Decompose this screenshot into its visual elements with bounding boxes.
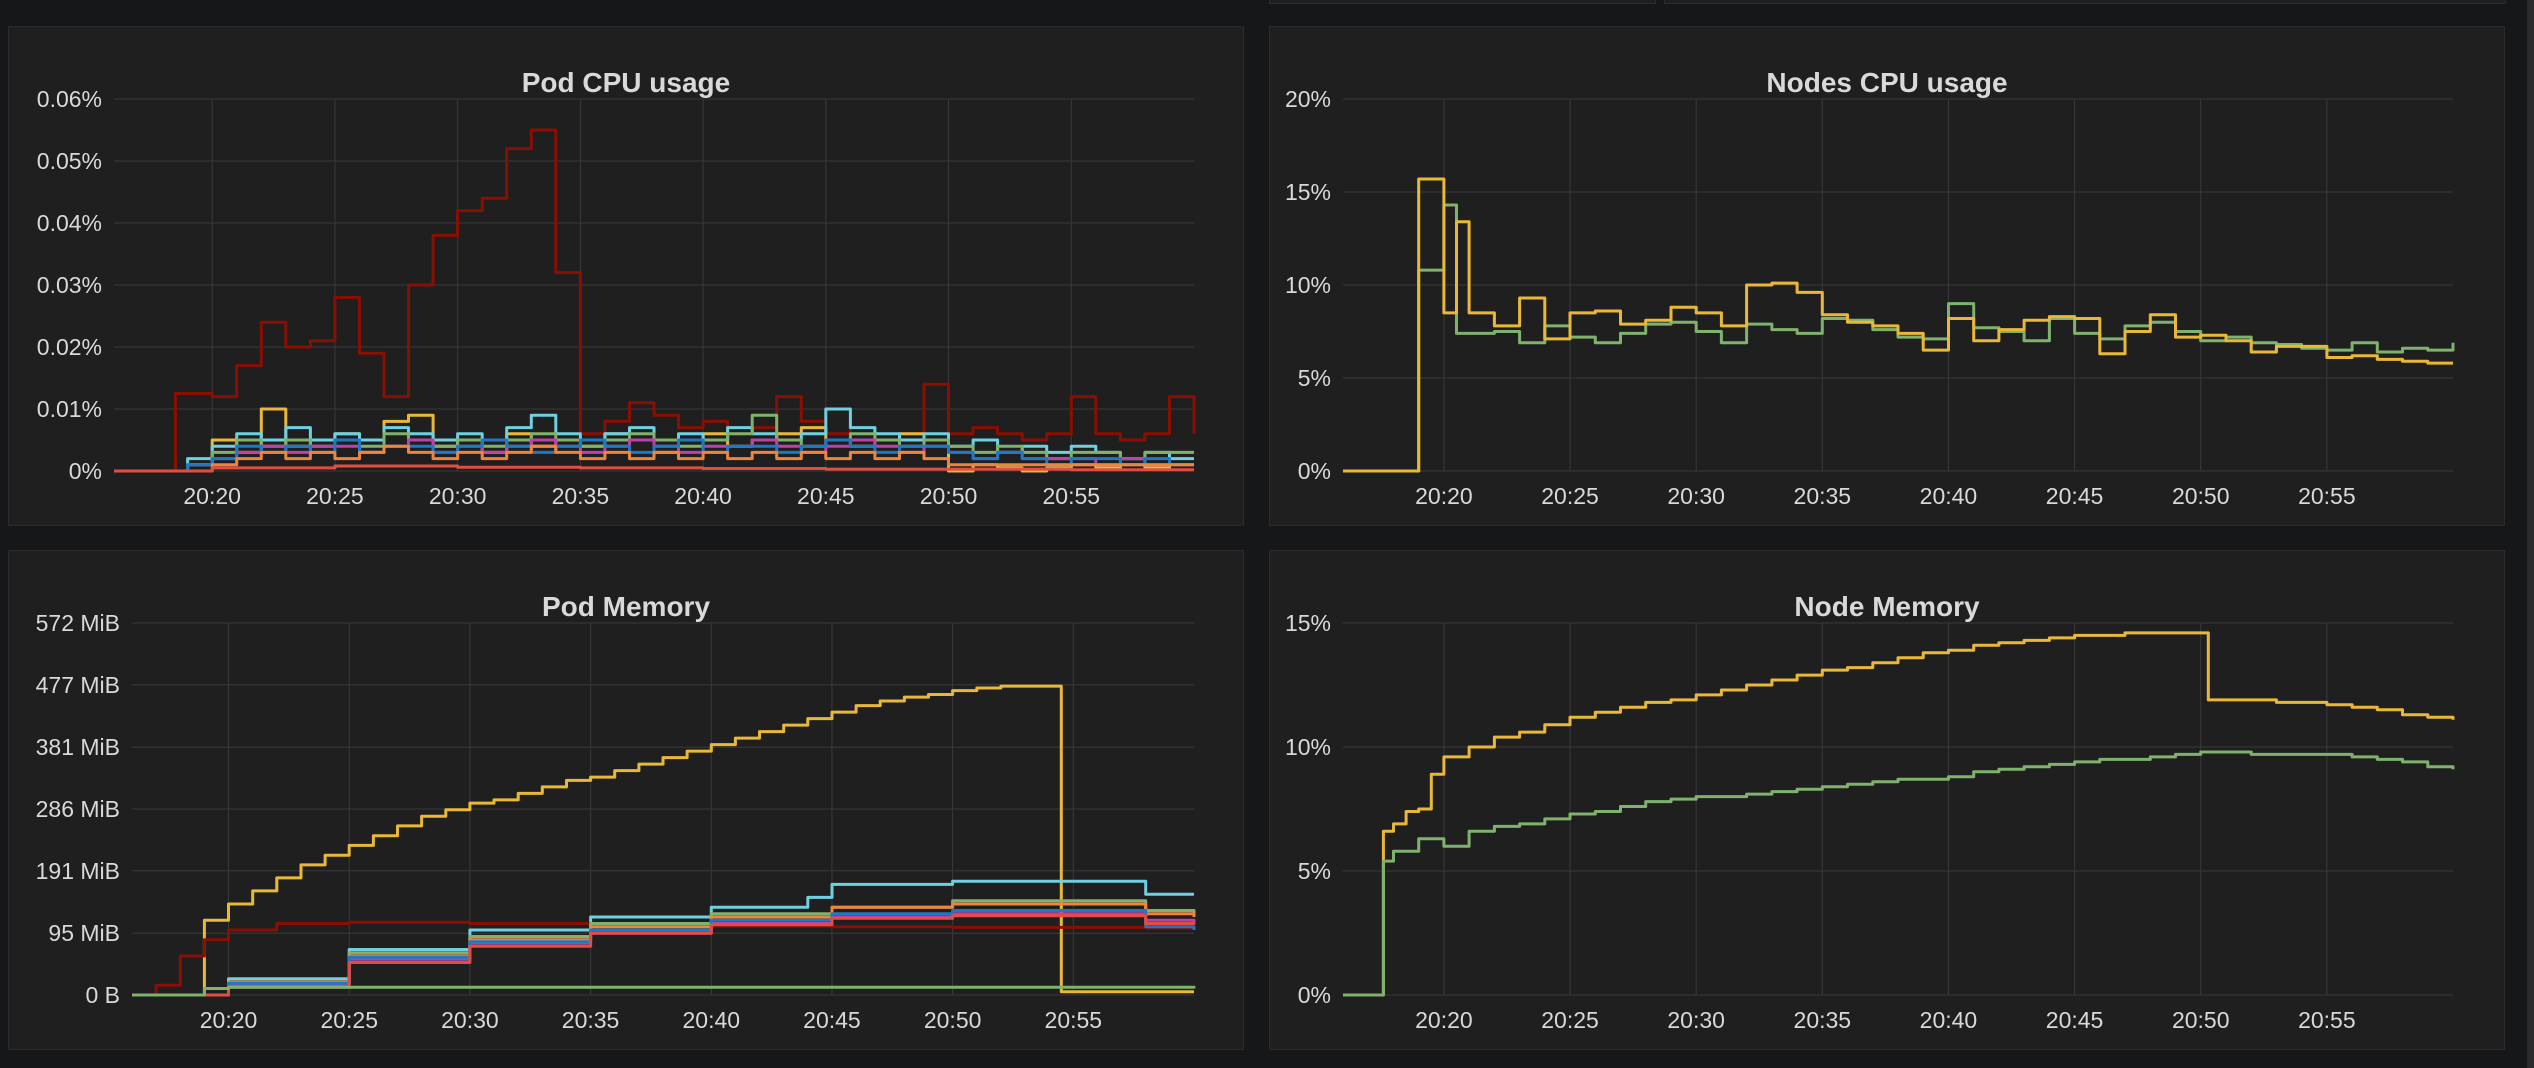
series-line[interactable]: [114, 130, 1194, 471]
x-tick-label: 20:40: [1920, 483, 1978, 509]
x-tick-label: 20:55: [1042, 483, 1100, 509]
x-tick-label: 20:20: [1415, 483, 1473, 509]
y-tick-label: 191 MiB: [36, 858, 120, 884]
x-tick-label: 20:25: [1541, 1007, 1599, 1033]
x-tick-label: 20:20: [200, 1007, 258, 1033]
chart-nodes-cpu: 0% 5% 10% 15% 20% 20:20 20:25 20:30 20:35 20:40 20…: [1270, 27, 2506, 527]
y-tick-label: 0.06%: [37, 86, 102, 112]
panel-pod-memory[interactable]: Pod Memory 0 B 95 MiB 191 MiB 286 MiB 381 Mi…: [8, 550, 1244, 1050]
y-tick-label: 0.03%: [37, 272, 102, 298]
y-tick-label: 572 MiB: [36, 610, 120, 636]
y-tick-label: 10%: [1285, 272, 1331, 298]
series-line[interactable]: [1343, 752, 2453, 995]
x-tick-label: 20:50: [920, 483, 978, 509]
x-tick-label: 20:40: [674, 483, 732, 509]
y-tick-label: 5%: [1298, 858, 1331, 884]
x-tick-label: 20:20: [183, 483, 241, 509]
series-line[interactable]: [114, 466, 1194, 471]
x-tick-label: 20:40: [682, 1007, 740, 1033]
x-tick-label: 20:55: [1045, 1007, 1103, 1033]
y-tick-label: 0.05%: [37, 148, 102, 174]
y-tick-label: 5%: [1298, 365, 1331, 391]
y-tick-label: 0.02%: [37, 334, 102, 360]
chart-pod-cpu: 0% 0.01% 0.02% 0.03% 0.04% 0.05% 0.06% 20:20 20:…: [9, 27, 1245, 527]
series-line[interactable]: [1343, 179, 2453, 471]
y-tick-label: 15%: [1285, 179, 1331, 205]
y-tick-label: 381 MiB: [36, 734, 120, 760]
x-tick-label: 20:55: [2298, 483, 2356, 509]
x-tick-label: 20:50: [924, 1007, 982, 1033]
y-tick-label: 0.04%: [37, 210, 102, 236]
x-tick-label: 20:35: [562, 1007, 620, 1033]
x-tick-label: 20:45: [2046, 483, 2104, 509]
x-tick-label: 20:55: [2298, 1007, 2356, 1033]
x-tick-label: 20:35: [552, 483, 610, 509]
x-tick-label: 20:25: [306, 483, 364, 509]
x-tick-label: 20:25: [320, 1007, 378, 1033]
y-tick-label: 0.01%: [37, 396, 102, 422]
scrollbar[interactable]: [2527, 0, 2534, 1068]
x-tick-label: 20:50: [2172, 483, 2230, 509]
y-tick-label: 0 B: [85, 982, 120, 1008]
series-line[interactable]: [1343, 633, 2453, 995]
panel-pod-cpu-usage[interactable]: Pod CPU usage 0% 0.01% 0.02% 0.03% 0.04% 0.05…: [8, 26, 1244, 526]
panel-node-memory[interactable]: Node Memory 0% 5% 10% 15% 20:20 20:25 20:30 20:…: [1269, 550, 2505, 1050]
x-tick-label: 20:30: [441, 1007, 499, 1033]
y-tick-label: 0%: [69, 458, 102, 484]
series-line[interactable]: [132, 881, 1194, 995]
y-tick-label: 0%: [1298, 982, 1331, 1008]
y-tick-label: 15%: [1285, 610, 1331, 636]
series-line[interactable]: [132, 686, 1194, 995]
series-line[interactable]: [1343, 205, 2453, 471]
x-tick-label: 20:30: [1667, 1007, 1725, 1033]
panel-stub: [1664, 0, 2506, 4]
panel-stub: [1269, 0, 1656, 4]
x-tick-label: 20:35: [1794, 483, 1852, 509]
x-tick-label: 20:25: [1541, 483, 1599, 509]
chart-node-memory: 0% 5% 10% 15% 20:20 20:25 20:30 20:35 20:40 20:45…: [1270, 551, 2506, 1051]
x-tick-label: 20:50: [2172, 1007, 2230, 1033]
panel-nodes-cpu-usage[interactable]: Nodes CPU usage 0% 5% 10% 15% 20% 20:20 20:25 2…: [1269, 26, 2505, 526]
y-tick-label: 477 MiB: [36, 672, 120, 698]
x-tick-label: 20:30: [429, 483, 487, 509]
y-tick-label: 20%: [1285, 86, 1331, 112]
x-tick-label: 20:30: [1667, 483, 1725, 509]
y-tick-label: 0%: [1298, 458, 1331, 484]
y-tick-label: 286 MiB: [36, 796, 120, 822]
y-tick-label: 10%: [1285, 734, 1331, 760]
series-line[interactable]: [132, 987, 1194, 995]
x-tick-label: 20:45: [2046, 1007, 2104, 1033]
x-tick-label: 20:40: [1920, 1007, 1978, 1033]
y-tick-label: 95 MiB: [48, 920, 120, 946]
x-tick-label: 20:35: [1794, 1007, 1852, 1033]
x-tick-label: 20:45: [803, 1007, 861, 1033]
x-tick-label: 20:20: [1415, 1007, 1473, 1033]
x-tick-label: 20:45: [797, 483, 855, 509]
chart-pod-memory: 0 B 95 MiB 191 MiB 286 MiB 381 MiB 477 MiB 572…: [9, 551, 1245, 1051]
